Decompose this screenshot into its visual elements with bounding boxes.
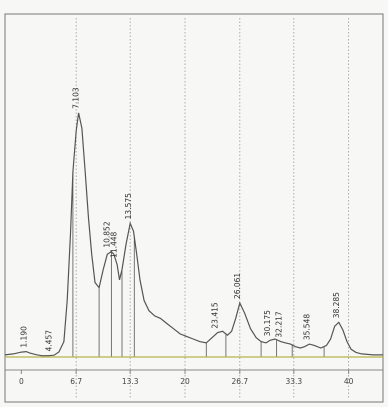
x-tick-label: 20 — [180, 377, 190, 386]
peak-label: 23.415 — [211, 302, 220, 328]
peak-label: 35.548 — [302, 314, 311, 340]
peak-label: 38.285 — [332, 292, 341, 318]
peak-label: 26.061 — [233, 273, 242, 299]
grid-lines — [75, 18, 350, 398]
peak-label: 10.852 — [103, 221, 112, 247]
x-tick-label: 40 — [344, 377, 354, 386]
peak-label: 1.190 — [19, 326, 28, 348]
peak-label: 13.575 — [124, 193, 133, 219]
peak-label: 4.457 — [45, 330, 54, 352]
x-tick-label: 6.7 — [70, 377, 82, 386]
peak-label: 30.175 — [263, 310, 272, 336]
integration-drop-lines — [72, 171, 325, 357]
peak-label: 32.217 — [275, 311, 284, 337]
peak-label: 11.448 — [109, 231, 118, 257]
plot-border — [4, 13, 384, 403]
peak-label: 7.103 — [72, 87, 81, 109]
chromatogram-trace — [4, 112, 383, 357]
x-axis-ticks: 0 6.7 13.3 20 26.7 33.3 40 — [19, 370, 354, 386]
x-tick-label: 26.7 — [231, 377, 248, 386]
x-tick-label: 33.3 — [285, 377, 302, 386]
x-tick-label: 13.3 — [122, 377, 139, 386]
x-tick-label: 0 — [19, 377, 24, 386]
